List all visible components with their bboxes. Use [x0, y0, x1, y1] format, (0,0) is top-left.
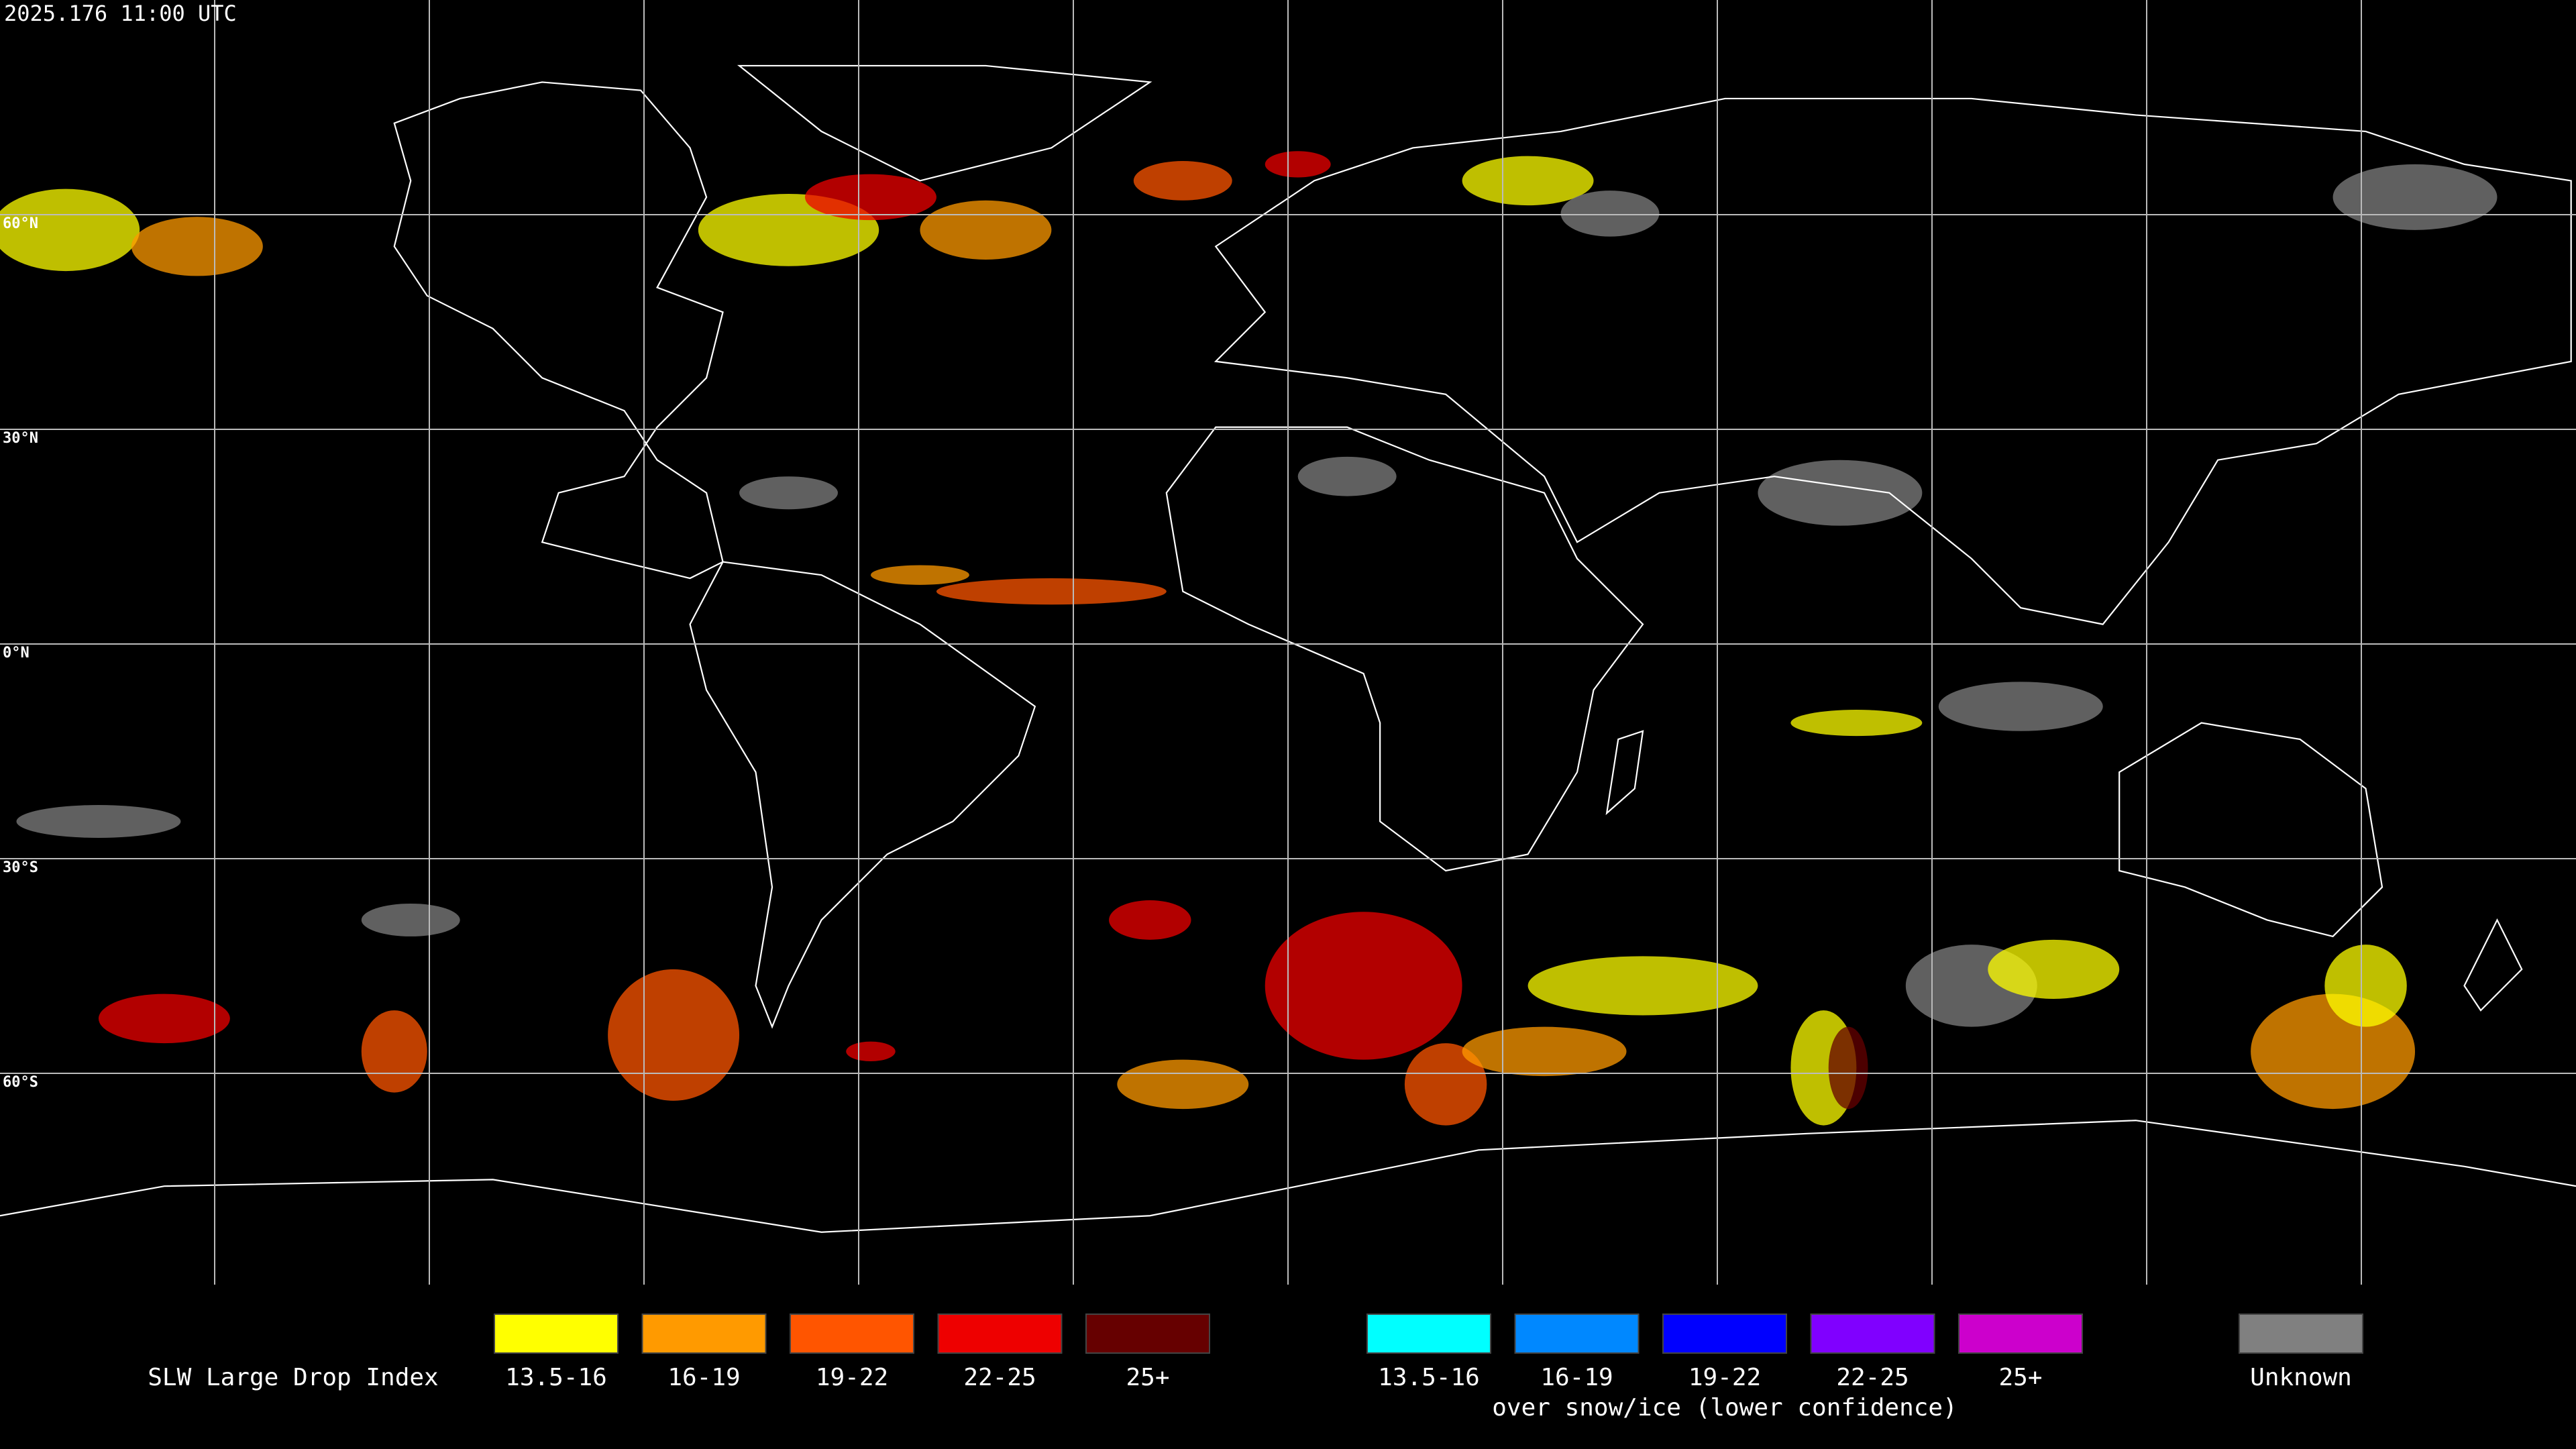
- legend: SLW Large Drop Index 13.5-16 16-19 19-22 22…: [148, 1313, 2363, 1421]
- latitude-label: 0°N: [3, 645, 30, 661]
- map: 60°N 30°N 0°N 30°S 60°S 2025.176 11:00 UTC: [0, 0, 2576, 1285]
- cloud-patch: [1133, 161, 1232, 201]
- legend-label: 22-25: [963, 1364, 1036, 1391]
- legend-label: 22-25: [1836, 1364, 1909, 1391]
- cloud-patch: [361, 1010, 427, 1093]
- cloud-patch: [608, 969, 740, 1101]
- legend-swatch: [937, 1313, 1063, 1354]
- legend-label: 13.5-16: [1378, 1364, 1480, 1391]
- cloud-patch: [2332, 164, 2498, 230]
- cloud-field: [0, 151, 2498, 1126]
- legend-swatch: [2239, 1313, 2363, 1354]
- cloud-patch: [0, 189, 140, 272]
- legend-swatch: [1366, 1313, 1491, 1354]
- cloud-patch: [846, 1041, 896, 1062]
- cloud-patch: [1462, 156, 1594, 206]
- cloud-patch: [1560, 191, 1660, 237]
- cloud-patch: [1265, 151, 1331, 178]
- north-america: [393, 81, 724, 580]
- latitude-label: 60°N: [3, 215, 38, 232]
- cloud-patch: [1265, 912, 1462, 1060]
- legend-title: SLW Large Drop Index: [148, 1364, 438, 1391]
- cloud-patch: [2324, 945, 2407, 1027]
- cloud-patch: [920, 200, 1052, 260]
- legend-swatch: [1810, 1313, 1935, 1354]
- africa: [1165, 426, 1644, 872]
- cloud-patch: [361, 903, 460, 936]
- legend-label: Unknown: [2250, 1364, 2352, 1391]
- cloud-patch: [1758, 460, 1923, 526]
- cloud-patch: [1117, 1059, 1249, 1110]
- cloud-patch: [805, 174, 936, 221]
- eurasia: [1214, 97, 2572, 625]
- latitude-label: 60°S: [3, 1074, 38, 1091]
- cloud-patch: [1938, 682, 2103, 731]
- cloud-patch: [870, 565, 969, 585]
- australia: [2118, 722, 2383, 938]
- madagascar: [1605, 730, 1644, 816]
- legend-label: 16-19: [667, 1364, 740, 1391]
- cloud-patch: [1527, 956, 1758, 1016]
- legend-label: 25+: [1126, 1364, 1169, 1391]
- legend-label: 19-22: [1688, 1364, 1761, 1391]
- antarctica: [0, 1120, 2576, 1233]
- cloud-patch: [1404, 1043, 1487, 1126]
- latitude-label: 30°N: [3, 430, 38, 447]
- cloud-patch: [739, 476, 838, 510]
- legend-swatch: [1085, 1313, 1210, 1354]
- legend-label: 13.5-16: [505, 1364, 607, 1391]
- cloud-patch: [1462, 1026, 1627, 1077]
- legend-note: over snow/ice (lower confidence): [1492, 1394, 1957, 1421]
- legend-swatch: [1514, 1313, 1640, 1354]
- legend-swatch: [494, 1313, 619, 1354]
- graticule: [0, 0, 2576, 1285]
- legend-label: 25+: [1998, 1364, 2042, 1391]
- coastlines: [0, 64, 2576, 1233]
- cloud-patch: [98, 994, 230, 1044]
- latitude-labels: 60°N 30°N 0°N 30°S 60°S: [3, 215, 38, 1091]
- latitude-label: 30°S: [3, 859, 38, 876]
- new-zealand: [2463, 918, 2523, 1012]
- cloud-patch: [936, 578, 1167, 605]
- greenland: [737, 64, 1152, 182]
- south-america: [689, 561, 1036, 1029]
- legend-label: 19-22: [816, 1364, 888, 1391]
- cloud-patch: [1828, 1026, 1868, 1110]
- legend-label: 16-19: [1540, 1364, 1613, 1391]
- legend-swatch: [1662, 1313, 1787, 1354]
- cloud-patch: [16, 805, 181, 838]
- cloud-patch: [131, 217, 263, 276]
- legend-swatch: [790, 1313, 914, 1354]
- legend-swatch: [641, 1313, 767, 1354]
- cloud-patch: [1988, 939, 2120, 999]
- cloud-patch: [1790, 709, 1923, 737]
- timestamp: 2025.176 11:00 UTC: [4, 1, 237, 26]
- cloud-patch: [1109, 900, 1191, 940]
- legend-swatch: [1958, 1313, 2083, 1354]
- cloud-patch: [1297, 456, 1397, 496]
